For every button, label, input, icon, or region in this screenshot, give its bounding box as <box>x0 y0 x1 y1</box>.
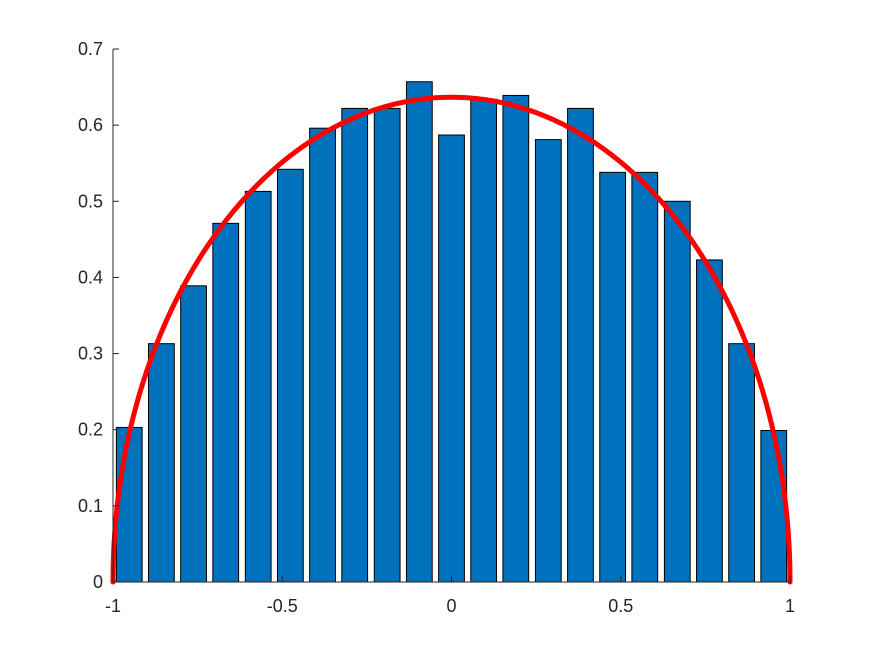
tick-labels-layer: -1 -0.5 0 0.5 1 0 0.1 0.2 0.3 0.4 0.5 0.6 0.7 <box>78 39 795 616</box>
histogram-bar <box>534 139 562 583</box>
x-tick-label: -1 <box>105 596 121 616</box>
axes-layer <box>112 48 791 583</box>
histogram-bar <box>212 222 240 583</box>
histogram-bar <box>148 343 175 583</box>
histogram-bar <box>405 81 433 583</box>
x-tick-label: 0.5 <box>608 596 633 616</box>
histogram-bar <box>244 190 272 583</box>
histogram-bar <box>115 426 143 583</box>
x-tick-label: 1 <box>785 596 795 616</box>
histogram-bar <box>760 429 788 583</box>
histogram-bar <box>567 107 594 583</box>
histogram-bar <box>180 285 207 583</box>
histogram-bar <box>728 343 755 583</box>
histogram-bar <box>502 94 530 583</box>
histogram-bar <box>341 107 369 583</box>
histogram-bar <box>631 171 659 583</box>
histogram-bar <box>696 259 723 583</box>
histogram-bar <box>663 200 691 583</box>
bars-layer <box>115 81 788 583</box>
y-tick-label: 0.7 <box>78 39 103 59</box>
y-tick-label: 0 <box>93 572 103 592</box>
histogram-bar <box>438 134 465 583</box>
y-tick-label: 0.3 <box>78 344 103 364</box>
y-tick-label: 0.5 <box>78 191 103 211</box>
histogram-bar <box>470 98 498 583</box>
x-tick-label: -0.5 <box>267 596 298 616</box>
y-tick-label: 0.4 <box>78 267 103 287</box>
y-tick-label: 0.2 <box>78 420 103 440</box>
histogram-bar <box>599 171 627 583</box>
histogram-bar <box>276 168 304 583</box>
histogram-bar <box>373 107 401 583</box>
semicircle-density-curve <box>110 94 793 585</box>
y-tick-label: 0.1 <box>78 496 103 516</box>
histogram-bar <box>309 127 336 583</box>
y-tick-label: 0.6 <box>78 115 103 135</box>
x-tick-label: 0 <box>446 596 456 616</box>
